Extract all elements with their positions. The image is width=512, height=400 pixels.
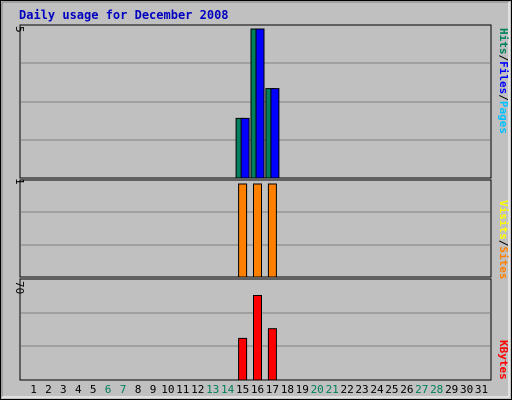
day-label-21: 21 — [326, 383, 339, 396]
legend-kbytes: KBytes — [497, 340, 510, 380]
files-bar-day-16 — [255, 28, 265, 179]
legend-sites: Sites — [497, 246, 510, 279]
legend-text: Hits/Files/Pages — [497, 28, 510, 134]
day-label-3: 3 — [60, 383, 67, 396]
kbytes-bar-day-15 — [238, 337, 248, 381]
kbytes-bar-day-17 — [267, 328, 277, 381]
day-label-17: 17 — [266, 383, 279, 396]
sites-bar-day-17 — [267, 183, 277, 278]
legend-pages: Pages — [497, 101, 510, 134]
day-label-29: 29 — [445, 383, 458, 396]
kbytes-max-label: 70 — [13, 281, 26, 294]
day-label-5: 5 — [90, 383, 97, 396]
kbytes-bar-day-16 — [253, 295, 262, 381]
day-label-14: 14 — [221, 383, 235, 396]
day-label-11: 11 — [176, 383, 189, 396]
day-label-31: 31 — [475, 383, 488, 396]
day-label-13: 13 — [206, 383, 219, 396]
hits-files-panel — [19, 24, 492, 179]
day-label-12: 12 — [191, 383, 204, 396]
day-axis-labels: 1 2 3 4 5 6 7 8 9 10 11 12 13 14 15 16 17 18 19 20 21 22 23 24 2… — [30, 383, 488, 396]
day-label-6: 6 — [105, 383, 112, 396]
day-label-20: 20 — [311, 383, 324, 396]
legend-separator: / — [497, 55, 510, 62]
day-label-18: 18 — [281, 383, 294, 396]
sites-visits-legend: Visits/Sites — [497, 200, 510, 280]
kbytes-panel — [19, 278, 492, 381]
kbytes-legend: KBytes — [497, 340, 510, 380]
legend-text: Visits/Sites — [497, 200, 510, 280]
day-label-24: 24 — [370, 383, 384, 396]
chart-title: Daily usage for December 2008 — [19, 8, 229, 22]
day-label-28: 28 — [430, 383, 443, 396]
legend-files: Files — [497, 61, 510, 94]
day-label-2: 2 — [45, 383, 52, 396]
hits-max-label: 5 — [13, 26, 26, 33]
day-label-22: 22 — [340, 383, 353, 396]
day-label-27: 27 — [415, 383, 428, 396]
day-label-23: 23 — [355, 383, 368, 396]
day-label-15: 15 — [236, 383, 249, 396]
day-label-7: 7 — [120, 383, 127, 396]
sites-visits-panel — [19, 179, 492, 278]
day-label-9: 9 — [150, 383, 157, 396]
files-bar-day-17 — [270, 88, 280, 179]
day-label-8: 8 — [135, 383, 142, 396]
legend-text: KBytes — [497, 340, 510, 380]
day-label-1: 1 — [30, 383, 37, 396]
sites-max-label: 1 — [13, 178, 26, 185]
day-label-10: 10 — [161, 383, 174, 396]
hits-files-pages-legend: Hits/Files/Pages — [497, 28, 510, 134]
legend-separator: / — [497, 240, 510, 247]
legend-visits: Visits — [497, 200, 510, 240]
day-label-26: 26 — [400, 383, 413, 396]
day-label-19: 19 — [296, 383, 309, 396]
day-label-16: 16 — [251, 383, 264, 396]
sites-bar-day-15 — [238, 183, 248, 278]
legend-separator: / — [497, 94, 510, 101]
sites-bar-day-16 — [253, 183, 262, 278]
day-label-25: 25 — [385, 383, 398, 396]
legend-hits: Hits — [497, 28, 510, 55]
files-bar-day-15 — [240, 117, 250, 179]
day-label-4: 4 — [75, 383, 82, 396]
day-label-30: 30 — [460, 383, 473, 396]
